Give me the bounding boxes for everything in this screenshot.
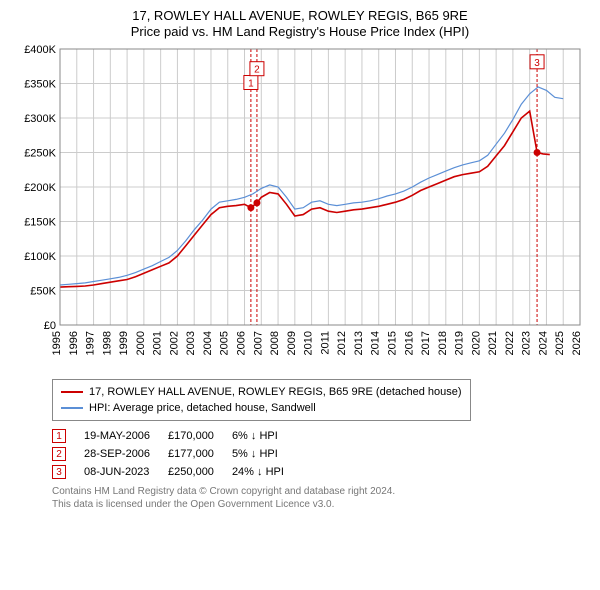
svg-text:2013: 2013 (353, 331, 365, 355)
svg-text:1995: 1995 (51, 331, 63, 355)
svg-text:2019: 2019 (454, 331, 466, 355)
sale-price: £250,000 (168, 463, 232, 481)
legend-item: HPI: Average price, detached house, Sand… (61, 400, 462, 416)
svg-text:2018: 2018 (437, 331, 449, 355)
svg-text:2025: 2025 (554, 331, 566, 355)
svg-text:2002: 2002 (168, 331, 180, 355)
svg-text:2021: 2021 (487, 331, 499, 355)
legend-item: 17, ROWLEY HALL AVENUE, ROWLEY REGIS, B6… (61, 384, 462, 400)
footer-line1: Contains HM Land Registry data © Crown c… (52, 485, 588, 498)
svg-text:£100K: £100K (24, 251, 56, 263)
svg-text:1997: 1997 (85, 331, 97, 355)
chart-svg: £0 £50K £100K £150K £200K £250K £300K £350K £400… (12, 43, 588, 373)
sale-price: £170,000 (168, 427, 232, 445)
svg-text:1: 1 (248, 79, 254, 90)
legend-label: 17, ROWLEY HALL AVENUE, ROWLEY REGIS, B6… (89, 384, 462, 400)
svg-text:£400K: £400K (24, 44, 56, 56)
sale-price: £177,000 (168, 445, 232, 463)
svg-text:2014: 2014 (370, 331, 382, 355)
svg-text:£300K: £300K (24, 113, 56, 125)
svg-text:2020: 2020 (470, 331, 482, 355)
svg-text:£150K: £150K (24, 217, 56, 229)
svg-text:2009: 2009 (286, 331, 298, 355)
svg-text:2024: 2024 (537, 331, 549, 355)
svg-text:2017: 2017 (420, 331, 432, 355)
svg-text:£200K: £200K (24, 182, 56, 194)
sale-delta: 6% ↓ HPI (232, 427, 302, 445)
svg-text:£50K: £50K (30, 286, 56, 298)
svg-text:2022: 2022 (504, 331, 516, 355)
sale-marker-icon: 2 (52, 447, 66, 461)
svg-text:2012: 2012 (336, 331, 348, 355)
svg-text:2026: 2026 (571, 331, 583, 355)
title-line2: Price paid vs. HM Land Registry's House … (12, 24, 588, 39)
svg-text:£350K: £350K (24, 79, 56, 91)
sale-date: 28-SEP-2006 (84, 445, 168, 463)
svg-text:2011: 2011 (319, 331, 331, 355)
sale-date: 19-MAY-2006 (84, 427, 168, 445)
sale-delta: 24% ↓ HPI (232, 463, 302, 481)
table-row: 3 08-JUN-2023£250,00024% ↓ HPI (52, 463, 302, 481)
svg-text:2004: 2004 (202, 331, 214, 355)
svg-text:£0: £0 (44, 320, 56, 332)
svg-text:1996: 1996 (68, 331, 80, 355)
sales-table: 1 19-MAY-2006£170,0006% ↓ HPI 2 28-SEP-2006… (52, 427, 302, 481)
svg-text:1998: 1998 (101, 331, 113, 355)
svg-text:2003: 2003 (185, 331, 197, 355)
table-row: 1 19-MAY-2006£170,0006% ↓ HPI (52, 427, 302, 445)
svg-text:2023: 2023 (521, 331, 533, 355)
svg-text:2: 2 (254, 65, 260, 76)
chart-area: £0 £50K £100K £150K £200K £250K £300K £350K £400… (12, 43, 588, 373)
svg-text:2006: 2006 (236, 331, 248, 355)
legend-swatch (61, 391, 83, 393)
footer: Contains HM Land Registry data © Crown c… (52, 485, 588, 511)
svg-text:2007: 2007 (252, 331, 264, 355)
footer-line2: This data is licensed under the Open Gov… (52, 498, 588, 511)
svg-text:2005: 2005 (219, 331, 231, 355)
legend: 17, ROWLEY HALL AVENUE, ROWLEY REGIS, B6… (52, 379, 471, 421)
sale-marker-icon: 3 (52, 465, 66, 479)
svg-text:1999: 1999 (118, 331, 130, 355)
legend-label: HPI: Average price, detached house, Sand… (89, 400, 316, 416)
svg-text:2016: 2016 (403, 331, 415, 355)
chart-container: 17, ROWLEY HALL AVENUE, ROWLEY REGIS, B6… (0, 0, 600, 517)
svg-text:2008: 2008 (269, 331, 281, 355)
sale-marker-icon: 1 (52, 429, 66, 443)
title-line1: 17, ROWLEY HALL AVENUE, ROWLEY REGIS, B6… (12, 8, 588, 23)
svg-text:£250K: £250K (24, 148, 56, 160)
svg-text:2010: 2010 (303, 331, 315, 355)
sale-delta: 5% ↓ HPI (232, 445, 302, 463)
legend-swatch (61, 407, 83, 409)
table-row: 2 28-SEP-2006£177,0005% ↓ HPI (52, 445, 302, 463)
svg-text:2001: 2001 (152, 331, 164, 355)
title-block: 17, ROWLEY HALL AVENUE, ROWLEY REGIS, B6… (12, 8, 588, 39)
svg-text:2000: 2000 (135, 331, 147, 355)
svg-text:2015: 2015 (386, 331, 398, 355)
sale-date: 08-JUN-2023 (84, 463, 168, 481)
svg-text:3: 3 (534, 58, 540, 69)
